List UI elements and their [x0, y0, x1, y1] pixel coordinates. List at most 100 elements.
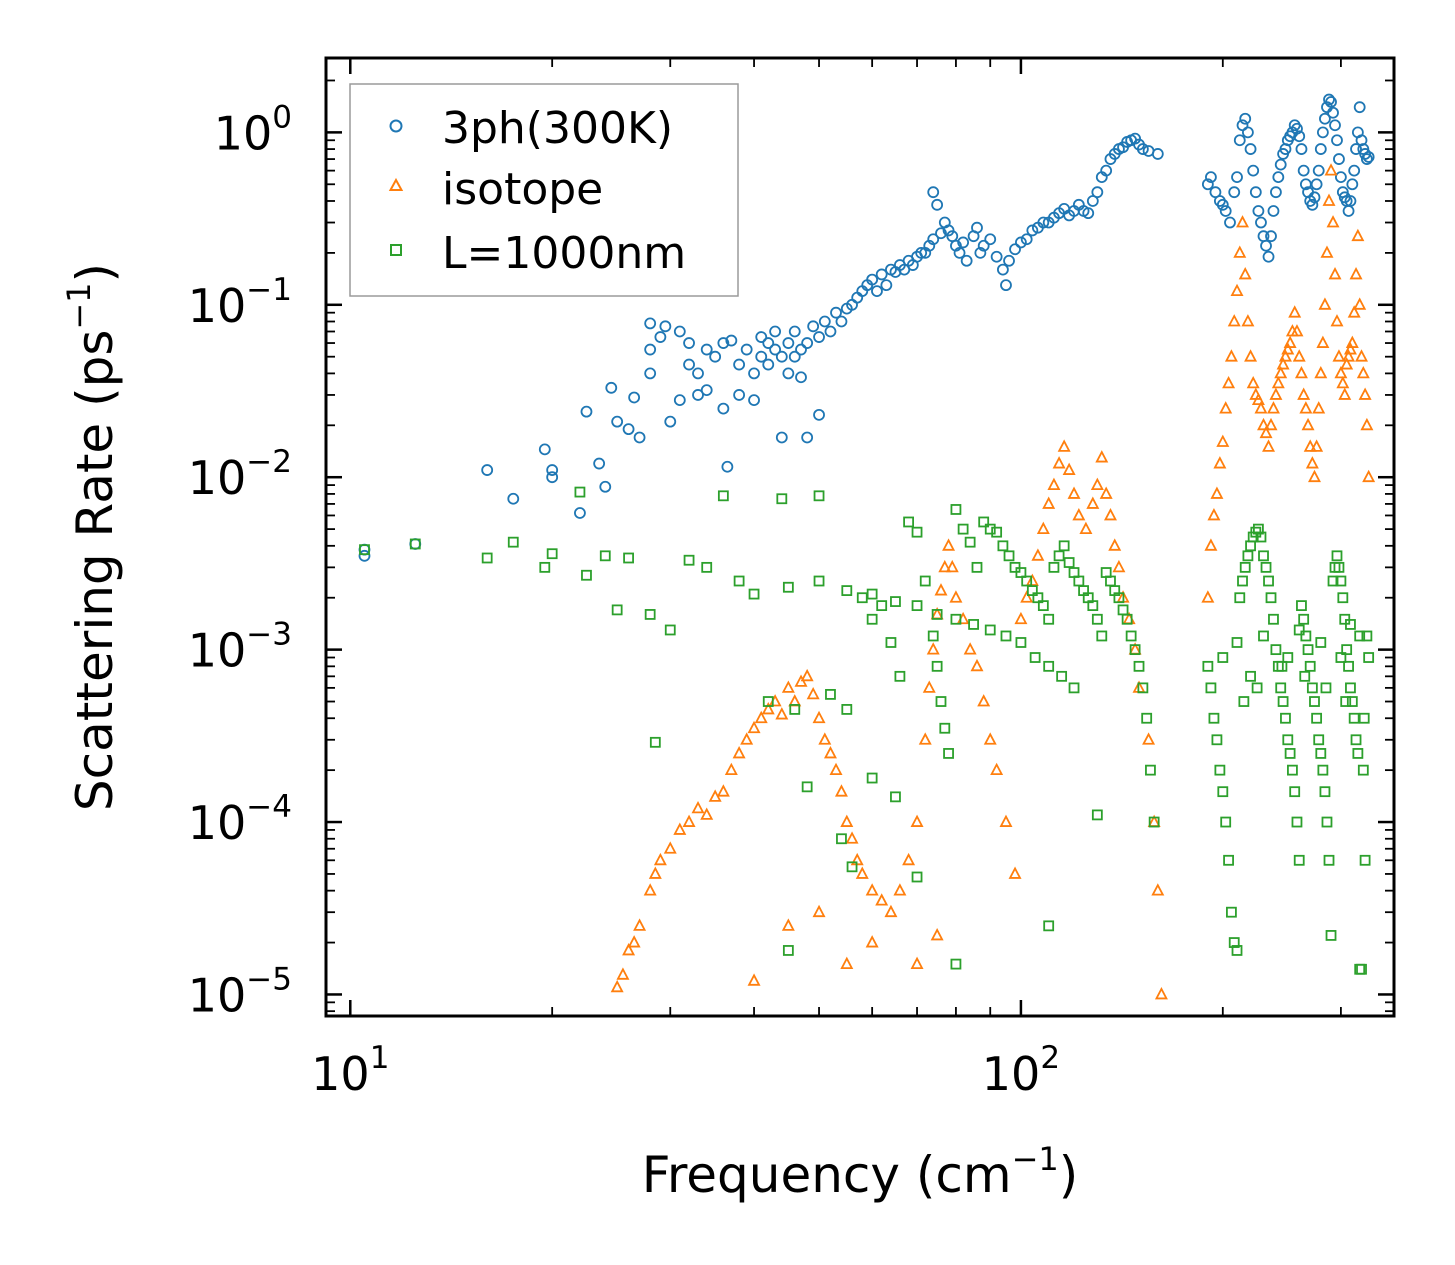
data-point [1357, 764, 1369, 776]
data-point [915, 246, 928, 259]
data-point [1270, 644, 1282, 656]
data-point [1290, 324, 1304, 337]
data-point [627, 935, 641, 948]
data-point [1103, 508, 1117, 521]
data-point [359, 544, 370, 556]
data-point [818, 732, 832, 745]
data-point [1222, 375, 1236, 389]
data-point [1020, 233, 1033, 246]
data-point [1308, 469, 1321, 483]
data-point [800, 668, 814, 682]
data-point [599, 480, 612, 493]
data-point [546, 548, 558, 560]
data-point [481, 552, 493, 564]
data-point [935, 227, 947, 240]
data-point [1233, 245, 1247, 258]
data-point [1244, 349, 1258, 362]
data-point [643, 883, 657, 896]
data-point [1343, 660, 1354, 672]
data-point [1267, 205, 1280, 217]
data-point [885, 637, 897, 648]
data-point [1314, 143, 1327, 155]
data-point [1133, 660, 1145, 672]
data-point [1204, 538, 1218, 551]
data-point [902, 852, 916, 866]
data-point [1239, 112, 1252, 125]
data-point [1202, 660, 1214, 672]
legend-box [349, 83, 739, 297]
data-point [1245, 670, 1256, 682]
data-point [1305, 456, 1319, 469]
data-point [1036, 521, 1050, 535]
data-point [1228, 186, 1241, 199]
data-point [845, 831, 859, 844]
data-point [1355, 134, 1368, 147]
data-point [610, 979, 624, 993]
data-point [1043, 920, 1055, 932]
data-point [1216, 198, 1229, 211]
data-point [841, 704, 853, 715]
data-point [880, 279, 893, 292]
data-point [801, 781, 813, 793]
data-point [725, 334, 738, 347]
data-point [1205, 682, 1217, 694]
data-point [1265, 592, 1277, 604]
data-point [623, 552, 634, 564]
data-point [1297, 164, 1310, 177]
data-point [1359, 854, 1371, 866]
data-point [1090, 477, 1104, 490]
data-point [931, 609, 943, 620]
data-point [1000, 279, 1012, 292]
data-point [622, 943, 636, 956]
data-point [942, 224, 955, 237]
data-point [1255, 531, 1267, 543]
data-point [1207, 508, 1221, 521]
data-point [1333, 153, 1345, 165]
data-point [732, 745, 746, 759]
data-point [840, 956, 854, 969]
data-point [903, 516, 914, 528]
data-point [1277, 696, 1289, 707]
data-point [748, 367, 760, 380]
data-point [990, 250, 1003, 263]
data-point [1231, 945, 1243, 956]
data-point [1332, 349, 1346, 362]
data-point [574, 486, 586, 498]
data-point [1219, 401, 1233, 414]
data-point [1314, 365, 1328, 379]
data-point [950, 239, 962, 252]
data-point [1236, 215, 1250, 228]
data-point [950, 613, 962, 625]
data-point [659, 320, 672, 333]
data-point [1099, 486, 1113, 499]
data-point [1293, 854, 1305, 866]
data-point [1330, 314, 1344, 327]
data-point [1025, 573, 1039, 586]
data-point [1299, 670, 1311, 682]
data-point [1278, 349, 1292, 362]
data-point [865, 935, 879, 948]
data-point [1237, 575, 1248, 587]
data-point [691, 800, 705, 814]
data-point [1351, 228, 1365, 242]
data-point [1269, 387, 1283, 400]
data-point [1087, 600, 1099, 612]
data-point [812, 710, 826, 724]
data-point [1345, 682, 1356, 694]
data-point [1354, 630, 1366, 642]
data-point [1281, 342, 1295, 355]
data-point [893, 883, 907, 896]
legend-entry-l1000nm: L=1000nm [390, 228, 686, 279]
data-point [970, 658, 984, 672]
data-point [1217, 786, 1229, 798]
data-point [1148, 816, 1160, 828]
data-point [1335, 575, 1347, 587]
data-point [1331, 134, 1343, 147]
data-point [409, 538, 421, 550]
data-point [1251, 682, 1263, 694]
data-point [1350, 143, 1362, 155]
data-point [781, 918, 795, 931]
data-point [1219, 205, 1232, 217]
data-point [884, 904, 898, 918]
data-point [1284, 748, 1296, 759]
